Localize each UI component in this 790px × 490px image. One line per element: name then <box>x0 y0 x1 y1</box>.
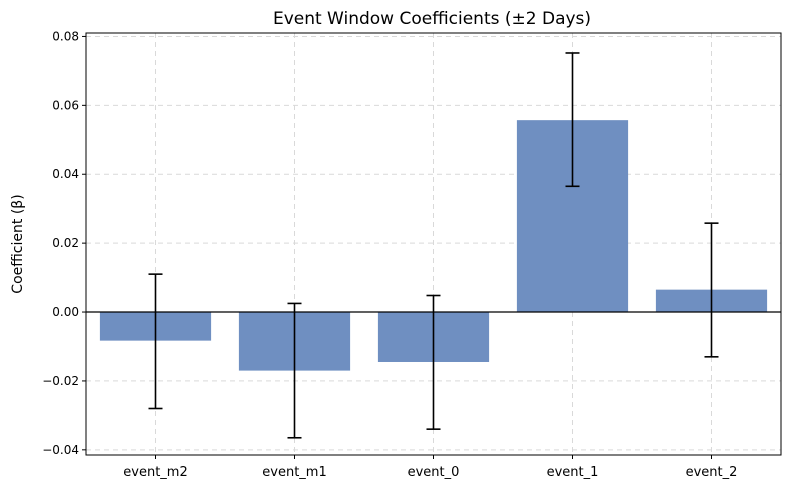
y-tick-label: 0.02 <box>52 236 79 250</box>
chart-title: Event Window Coefficients (±2 Days) <box>273 9 591 29</box>
y-tick-label: 0.00 <box>52 305 79 319</box>
y-tick-label: 0.06 <box>52 98 79 112</box>
error-bars <box>148 52 719 439</box>
y-tick-label: 0.04 <box>52 167 79 181</box>
x-tick-label: event_m2 <box>123 465 187 480</box>
y-tick-label: −0.04 <box>42 443 79 457</box>
y-ticks: −0.04 −0.02 0.00 0.02 0.04 0.06 0.08 <box>42 29 86 457</box>
y-tick-label: −0.02 <box>42 374 79 388</box>
x-tick-label: event_1 <box>547 465 599 480</box>
y-axis-label: Coefficient (β) <box>10 194 26 293</box>
x-tick-label: event_0 <box>408 465 460 480</box>
x-tick-label: event_m1 <box>262 465 326 480</box>
y-tick-label: 0.08 <box>52 29 79 43</box>
x-ticks: event_m2 event_m1 event_0 event_1 event_2 <box>123 455 737 480</box>
x-tick-label: event_2 <box>686 465 738 480</box>
